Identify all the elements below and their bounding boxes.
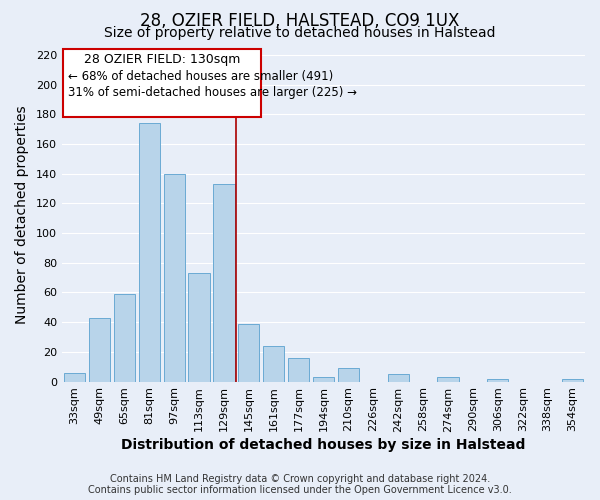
Bar [388, 374, 409, 382]
Bar [214, 184, 235, 382]
Text: Contains public sector information licensed under the Open Government Licence v3: Contains public sector information licen… [88, 485, 512, 495]
Bar [288, 358, 309, 382]
Bar [263, 346, 284, 382]
Text: ← 68% of detached houses are smaller (491): ← 68% of detached houses are smaller (49… [68, 70, 334, 83]
Bar [487, 378, 508, 382]
Bar [64, 372, 85, 382]
Bar [114, 294, 135, 382]
Bar [164, 174, 185, 382]
Bar [139, 123, 160, 382]
Bar [238, 324, 259, 382]
Bar [437, 377, 458, 382]
Bar [188, 273, 209, 382]
Text: 28, OZIER FIELD, HALSTEAD, CO9 1UX: 28, OZIER FIELD, HALSTEAD, CO9 1UX [140, 12, 460, 30]
Bar [313, 377, 334, 382]
Bar [89, 318, 110, 382]
Bar [562, 378, 583, 382]
Text: 31% of semi-detached houses are larger (225) →: 31% of semi-detached houses are larger (… [68, 86, 357, 99]
Text: 28 OZIER FIELD: 130sqm: 28 OZIER FIELD: 130sqm [84, 54, 241, 66]
Text: Contains HM Land Registry data © Crown copyright and database right 2024.: Contains HM Land Registry data © Crown c… [110, 474, 490, 484]
Text: Size of property relative to detached houses in Halstead: Size of property relative to detached ho… [104, 26, 496, 40]
Bar [64, 49, 261, 117]
X-axis label: Distribution of detached houses by size in Halstead: Distribution of detached houses by size … [121, 438, 526, 452]
Bar [338, 368, 359, 382]
Y-axis label: Number of detached properties: Number of detached properties [15, 105, 29, 324]
